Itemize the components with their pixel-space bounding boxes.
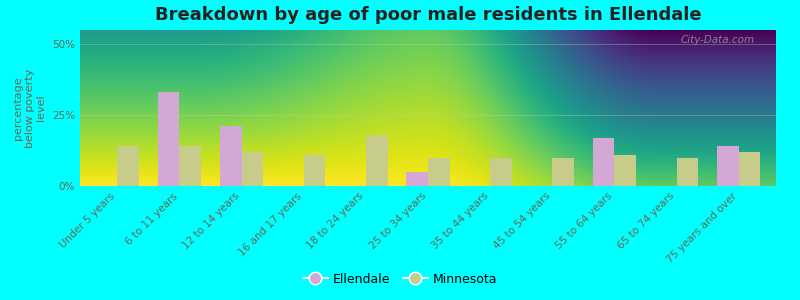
Bar [220,126,242,186]
Bar [158,92,179,186]
Y-axis label: percentage
below poverty
level: percentage below poverty level [14,68,46,148]
Bar [614,155,636,186]
Bar [738,152,761,186]
Bar [717,146,738,186]
Bar [428,158,450,186]
Bar [552,158,574,186]
Bar [677,158,698,186]
Title: Breakdown by age of poor male residents in Ellendale: Breakdown by age of poor male residents … [154,6,702,24]
Bar [118,146,139,186]
Legend: Ellendale, Minnesota: Ellendale, Minnesota [298,268,502,291]
Text: City-Data.com: City-Data.com [681,35,755,45]
Bar [304,155,326,186]
Bar [490,158,512,186]
Bar [179,146,201,186]
Bar [406,172,428,186]
Bar [366,135,388,186]
Bar [242,152,263,186]
Bar [593,138,614,186]
